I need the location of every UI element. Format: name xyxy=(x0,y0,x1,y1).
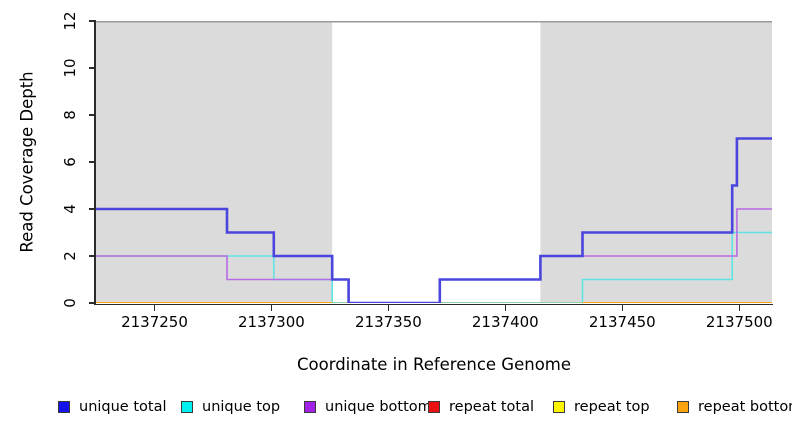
x-tick xyxy=(153,305,156,311)
x-axis-title: Coordinate in Reference Genome xyxy=(296,355,572,374)
y-tick-label: 8 xyxy=(61,110,79,120)
y-tick xyxy=(88,20,96,22)
x-tick-label: 2137350 xyxy=(354,313,422,331)
y-tick xyxy=(88,161,96,163)
legend-item-unique-top: unique top xyxy=(181,399,280,415)
legend-item-unique-total: unique total xyxy=(58,399,167,415)
legend-swatch-repeat-total xyxy=(428,401,440,413)
y-tick xyxy=(88,208,96,210)
legend-swatch-repeat-top xyxy=(553,401,565,413)
y-tick-label: 12 xyxy=(61,11,79,31)
legend-label: unique total xyxy=(79,399,167,415)
y-axis-title: Read Coverage Depth xyxy=(17,71,37,253)
y-tick-label: 2 xyxy=(61,251,79,261)
x-tick xyxy=(621,305,624,311)
legend-label: unique top xyxy=(202,399,281,415)
x-tick xyxy=(504,305,507,311)
y-tick-label: 6 xyxy=(61,157,79,167)
x-tick-label: 2137500 xyxy=(705,313,773,331)
legend-item-repeat-top: repeat top xyxy=(553,399,650,415)
legend-label: unique bottom xyxy=(325,399,432,415)
legend-label: repeat top xyxy=(574,399,650,415)
x-tick xyxy=(387,305,390,311)
legend-swatch-unique-total xyxy=(58,401,70,413)
series-unique-total xyxy=(96,137,772,303)
y-tick-label: 0 xyxy=(61,298,79,308)
x-axis-line xyxy=(94,303,774,305)
legend-label: repeat bottom xyxy=(698,399,792,415)
legend-label: repeat total xyxy=(449,399,535,415)
y-tick-label: 4 xyxy=(61,204,79,214)
y-tick xyxy=(88,302,96,304)
y-tick xyxy=(88,67,96,69)
legend-item-repeat-bottom: repeat bottom xyxy=(677,399,792,415)
x-tick-label: 2137450 xyxy=(588,313,656,331)
legend-item-unique-bottom: unique bottom xyxy=(304,399,432,415)
x-tick-label: 2137300 xyxy=(237,313,305,331)
x-tick xyxy=(270,305,273,311)
legend-swatch-unique-bottom xyxy=(304,401,316,413)
x-tick-label: 2137400 xyxy=(471,313,539,331)
legend-item-repeat-total: repeat total xyxy=(428,399,534,415)
y-tick-label: 10 xyxy=(61,58,79,78)
y-tick xyxy=(88,114,96,116)
x-tick xyxy=(738,305,741,311)
y-tick xyxy=(88,255,96,257)
x-tick-label: 2137250 xyxy=(121,313,188,331)
legend-swatch-repeat-bottom xyxy=(677,401,689,413)
shaded-region xyxy=(96,21,333,303)
plot-area xyxy=(96,21,772,303)
legend-swatch-unique-top xyxy=(181,401,193,413)
